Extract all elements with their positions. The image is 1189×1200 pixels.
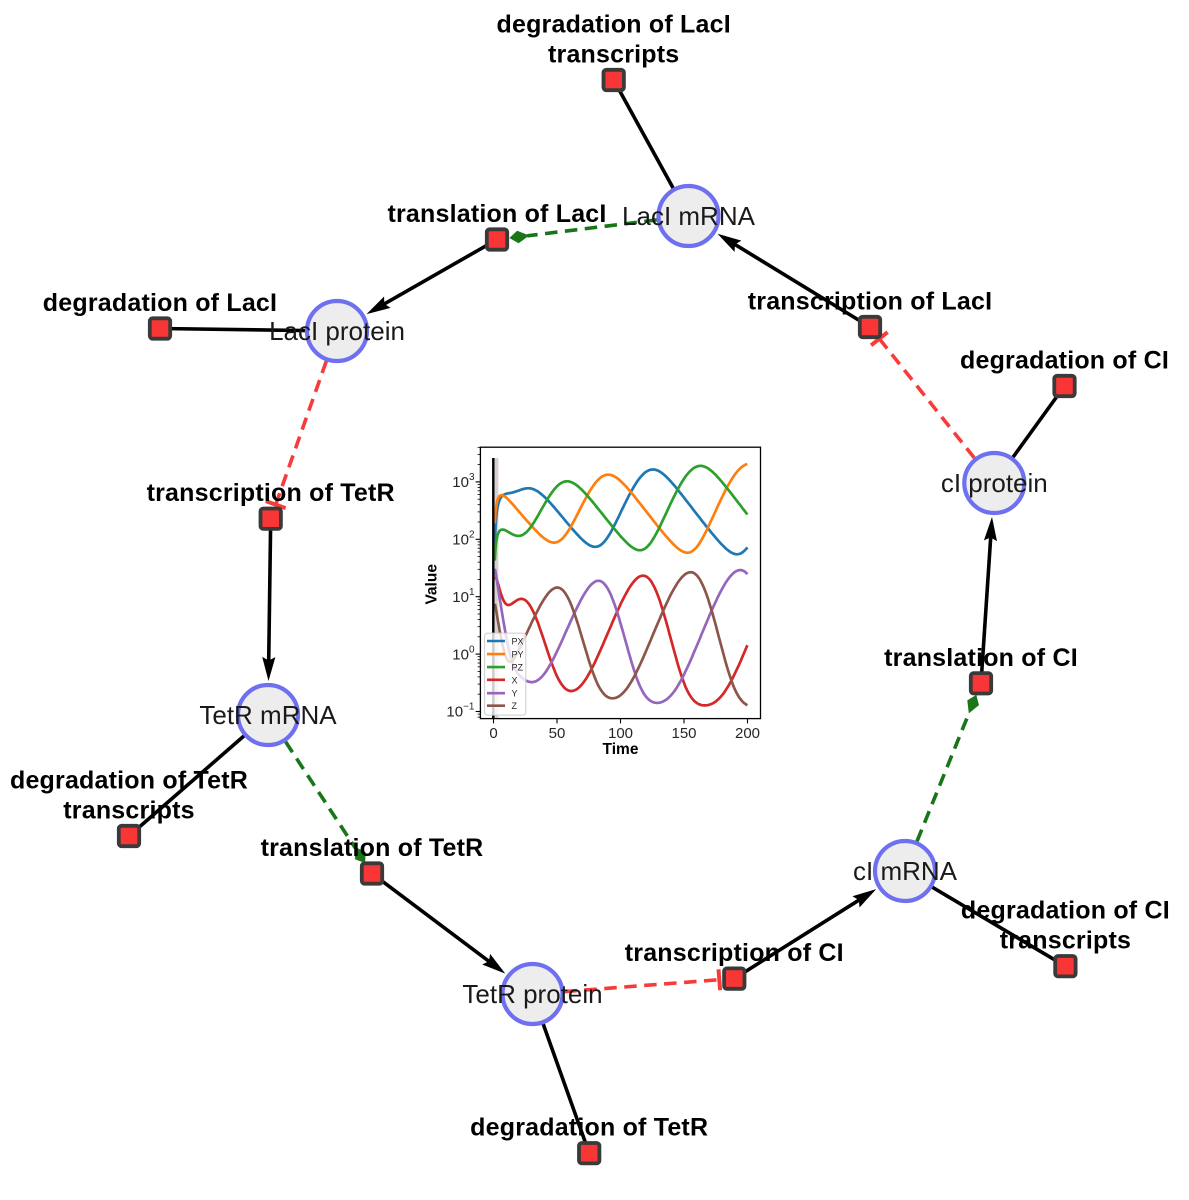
svg-text:TetR mRNA: TetR mRNA — [199, 700, 337, 730]
svg-text:translation of LacI: translation of LacI — [387, 200, 606, 228]
svg-text:LacI mRNA: LacI mRNA — [622, 201, 756, 231]
svg-text:translation of CI: translation of CI — [884, 644, 1078, 672]
svg-text:degradation of CI: degradation of CI — [960, 347, 1169, 375]
svg-text:Time: Time — [603, 741, 639, 758]
svg-text:degradation of LacI: degradation of LacI — [43, 289, 277, 317]
svg-text:transcripts: transcripts — [63, 797, 194, 825]
svg-text:TetR protein: TetR protein — [462, 979, 602, 1009]
svg-text:PZ: PZ — [512, 663, 524, 673]
svg-text:0: 0 — [489, 725, 497, 742]
svg-text:translation of TetR: translation of TetR — [261, 834, 484, 862]
svg-text:degradation of CI: degradation of CI — [961, 897, 1170, 925]
svg-text:X: X — [512, 675, 518, 685]
svg-text:200: 200 — [735, 725, 760, 742]
svg-text:transcription of LacI: transcription of LacI — [748, 288, 993, 316]
svg-text:transcripts: transcripts — [548, 41, 679, 69]
svg-text:degradation of TetR: degradation of TetR — [10, 767, 248, 795]
svg-text:PX: PX — [512, 637, 524, 647]
svg-text:100: 100 — [608, 725, 633, 742]
svg-text:transcripts: transcripts — [1000, 927, 1131, 955]
svg-text:Value: Value — [423, 564, 440, 605]
svg-text:Z: Z — [512, 701, 518, 711]
svg-text:LacI protein: LacI protein — [269, 316, 405, 346]
svg-text:cI mRNA: cI mRNA — [853, 856, 958, 886]
svg-text:150: 150 — [671, 725, 696, 742]
svg-text:transcription of CI: transcription of CI — [625, 939, 844, 967]
svg-text:cI protein: cI protein — [941, 468, 1048, 498]
svg-text:50: 50 — [549, 725, 566, 742]
svg-text:degradation of LacI: degradation of LacI — [497, 11, 731, 39]
svg-text:Y: Y — [512, 689, 518, 699]
svg-text:degradation of TetR: degradation of TetR — [470, 1114, 708, 1142]
svg-text:PY: PY — [512, 650, 524, 660]
svg-text:transcription of TetR: transcription of TetR — [147, 479, 395, 507]
